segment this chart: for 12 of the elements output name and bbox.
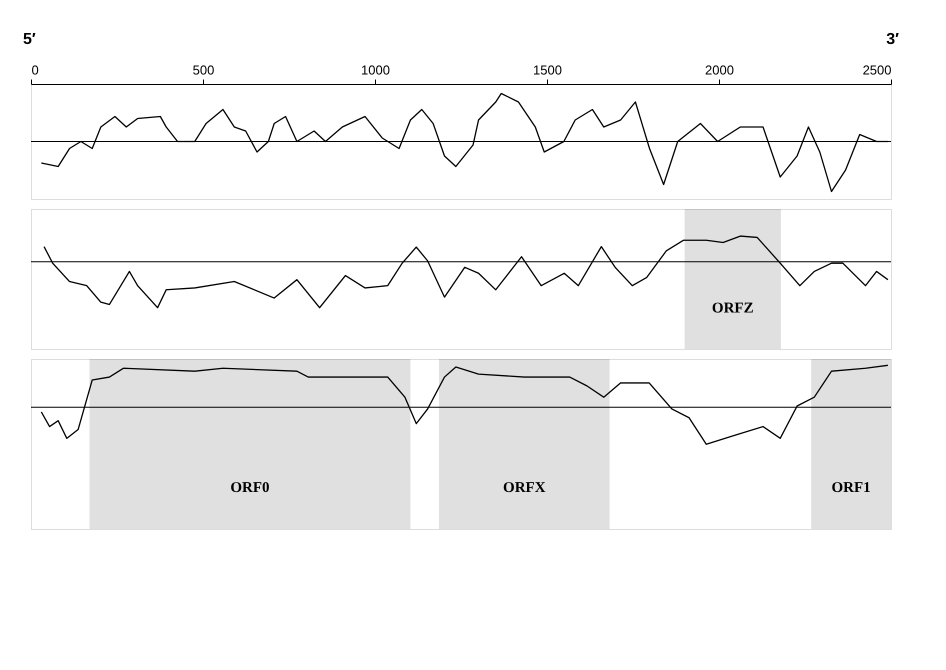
band-label: ORF0 (230, 480, 270, 496)
band-label: ORFX (503, 480, 546, 496)
x-tick-label: 1000 (361, 62, 390, 78)
band-label: ORFZ (712, 300, 754, 317)
x-tick-label: 1500 (533, 62, 562, 78)
x-tick-label: 0 (32, 62, 39, 78)
x-tick-label: 500 (192, 62, 214, 78)
x-tick-label: 2000 (705, 62, 734, 78)
text: 3′ (886, 31, 900, 48)
x-tick-label: 2500 (862, 62, 892, 78)
band-label: ORF1 (832, 480, 871, 496)
text: 5′ (23, 31, 36, 48)
